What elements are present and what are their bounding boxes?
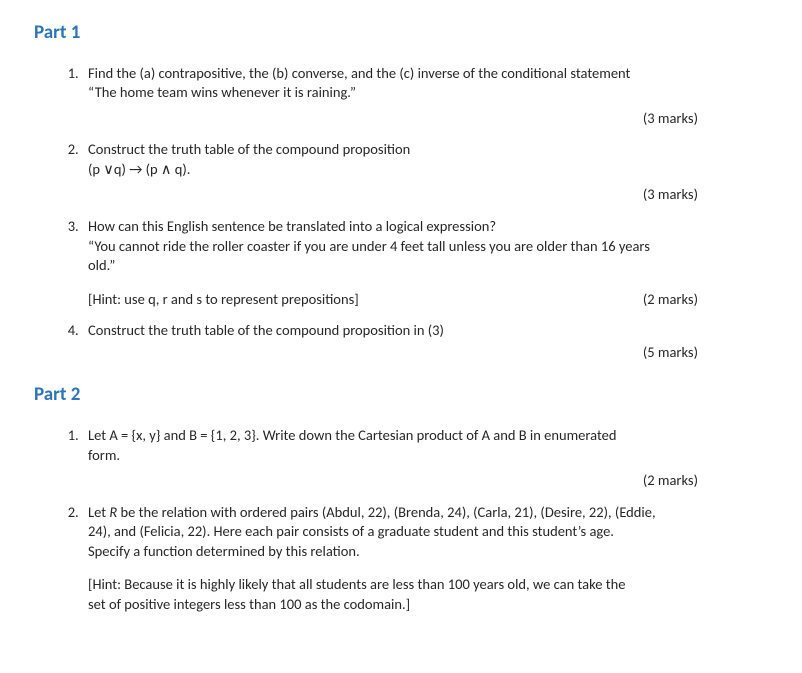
q4-marks: (5 marks)	[88, 343, 768, 363]
p2q2-line1: Let R be the relation with ordered pairs…	[88, 503, 758, 523]
p2q2-seg1: Let	[88, 503, 109, 521]
q2-line1: Construct the truth table of the compoun…	[88, 140, 758, 160]
p2q2-line3: Specify a function determined by this re…	[88, 542, 758, 562]
part2-q2: Let R be the relation with ordered pairs…	[82, 503, 768, 615]
part2-list: Let A = {x, y} and B = {1, 2, 3}. Write …	[34, 426, 768, 615]
p2q2-text: Let R be the relation with ordered pairs…	[88, 503, 768, 615]
part2-heading: Part 2	[34, 382, 768, 408]
q3-line3: old.”	[88, 256, 758, 276]
q2-text: Construct the truth table of the compoun…	[88, 140, 768, 179]
p2q1-line2: form.	[88, 446, 758, 466]
q3-line1: How can this English sentence be transla…	[88, 217, 758, 237]
q2-marks: (3 marks)	[88, 185, 768, 205]
p2q2-line2: 24), and (Felicia, 22). Here each pair c…	[88, 522, 758, 542]
part1-q1: Find the (a) contrapositive, the (b) con…	[82, 64, 768, 129]
q3-line2: “You cannot ride the roller coaster if y…	[88, 237, 758, 257]
q2-line2: (p ∨q) → (p ∧ q).	[88, 160, 758, 180]
q4-text: Construct the truth table of the compoun…	[88, 321, 768, 341]
q3-hint: [Hint: use q, r and s to represent prepo…	[88, 290, 623, 310]
q1-text: Find the (a) contrapositive, the (b) con…	[88, 64, 768, 103]
q1-line1: Find the (a) contrapositive, the (b) con…	[88, 64, 758, 84]
part1-list: Find the (a) contrapositive, the (b) con…	[34, 64, 768, 363]
part1-q3: How can this English sentence be transla…	[82, 217, 768, 309]
p2q1-line1: Let A = {x, y} and B = {1, 2, 3}. Write …	[88, 426, 758, 446]
part1-heading: Part 1	[34, 20, 768, 46]
part1-q4: Construct the truth table of the compoun…	[82, 321, 768, 362]
p2q2-hint2: set of positive integers less than 100 a…	[88, 595, 758, 615]
q3-text: How can this English sentence be transla…	[88, 217, 768, 276]
q3-hint-row: [Hint: use q, r and s to represent prepo…	[88, 290, 768, 310]
p2q2-seg2: be the relation with ordered pairs (Abdu…	[117, 503, 655, 521]
q4-line1: Construct the truth table of the compoun…	[88, 321, 758, 341]
p2q2-hint1: [Hint: Because it is highly likely that …	[88, 575, 758, 595]
part2-q1: Let A = {x, y} and B = {1, 2, 3}. Write …	[82, 426, 768, 491]
q1-line2: “The home team wins whenever it is raini…	[88, 83, 758, 103]
part1-q2: Construct the truth table of the compoun…	[82, 140, 768, 205]
p2q1-text: Let A = {x, y} and B = {1, 2, 3}. Write …	[88, 426, 768, 465]
p2q1-marks: (2 marks)	[88, 471, 768, 491]
page: Part 1 Find the (a) contrapositive, the …	[0, 0, 802, 639]
q1-marks: (3 marks)	[88, 109, 768, 129]
q3-marks: (2 marks)	[623, 290, 698, 310]
